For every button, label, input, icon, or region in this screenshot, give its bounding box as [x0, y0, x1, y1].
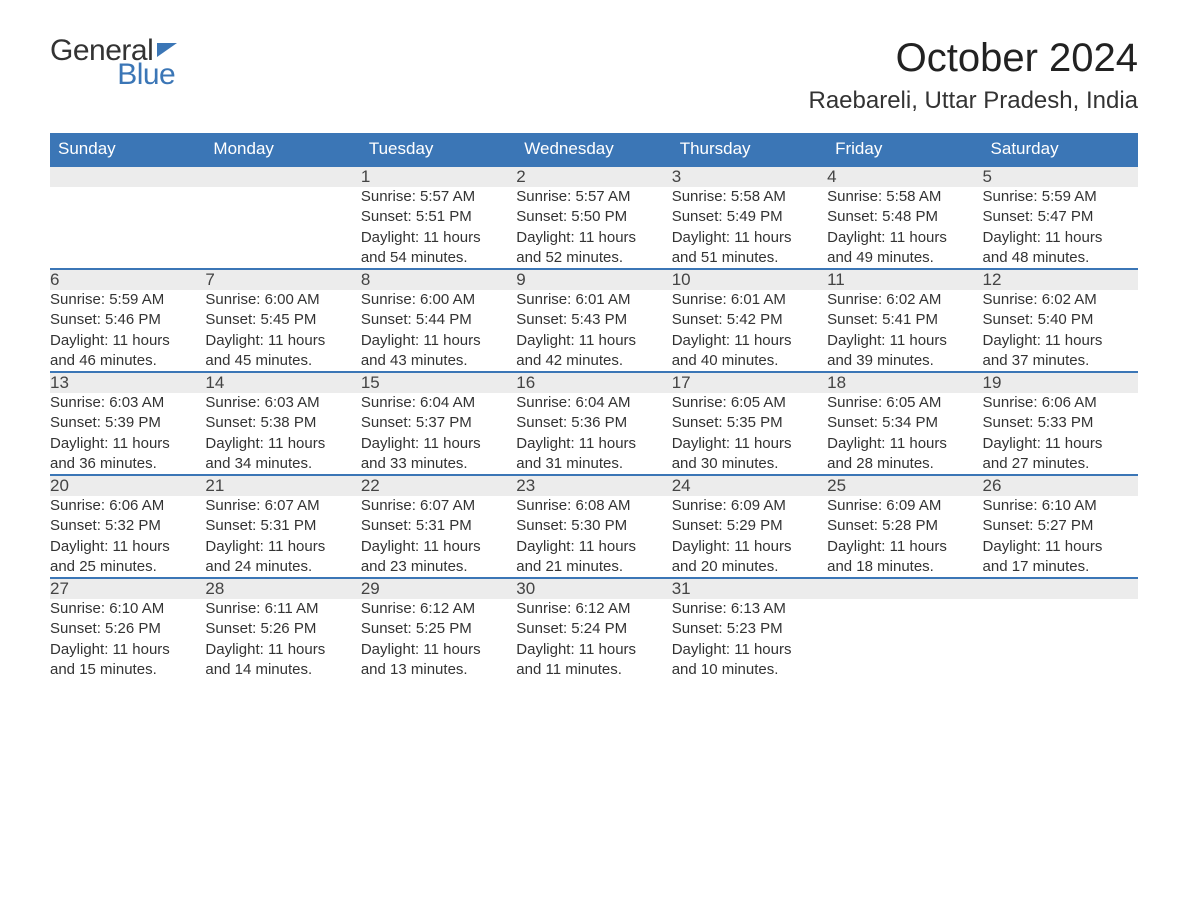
day-detail-row: Sunrise: 5:59 AMSunset: 5:46 PMDaylight:…	[50, 290, 1138, 372]
day-number-cell: 14	[205, 372, 360, 393]
day-detail-cell: Sunrise: 6:10 AMSunset: 5:27 PMDaylight:…	[983, 496, 1138, 578]
day-number-cell: 28	[205, 578, 360, 599]
day-number-cell: 25	[827, 475, 982, 496]
day-detail-cell: Sunrise: 6:01 AMSunset: 5:43 PMDaylight:…	[516, 290, 671, 372]
logo: General Blue	[50, 36, 177, 90]
day-detail-cell: Sunrise: 6:02 AMSunset: 5:40 PMDaylight:…	[983, 290, 1138, 372]
day-detail-cell: Sunrise: 6:11 AMSunset: 5:26 PMDaylight:…	[205, 599, 360, 688]
day-number-cell	[205, 166, 360, 187]
day-detail-cell: Sunrise: 5:58 AMSunset: 5:48 PMDaylight:…	[827, 187, 982, 269]
day-number-cell: 7	[205, 269, 360, 290]
day-detail-cell	[827, 599, 982, 688]
day-number-row: 2728293031	[50, 578, 1138, 599]
header-right: October 2024 Raebareli, Uttar Pradesh, I…	[808, 36, 1138, 115]
day-number-cell: 15	[361, 372, 516, 393]
day-number-cell: 30	[516, 578, 671, 599]
day-of-week-header: Monday	[205, 133, 360, 166]
day-number-cell: 9	[516, 269, 671, 290]
day-number-cell: 13	[50, 372, 205, 393]
day-of-week-header: Saturday	[983, 133, 1138, 166]
day-number-row: 20212223242526	[50, 475, 1138, 496]
day-detail-row: Sunrise: 6:06 AMSunset: 5:32 PMDaylight:…	[50, 496, 1138, 578]
calendar-thead: SundayMondayTuesdayWednesdayThursdayFrid…	[50, 133, 1138, 166]
day-detail-cell: Sunrise: 6:07 AMSunset: 5:31 PMDaylight:…	[205, 496, 360, 578]
day-number-cell	[827, 578, 982, 599]
day-detail-cell: Sunrise: 5:58 AMSunset: 5:49 PMDaylight:…	[672, 187, 827, 269]
day-number-cell: 22	[361, 475, 516, 496]
logo-word-2: Blue	[117, 60, 175, 90]
day-detail-cell: Sunrise: 6:06 AMSunset: 5:33 PMDaylight:…	[983, 393, 1138, 475]
day-detail-cell: Sunrise: 6:05 AMSunset: 5:34 PMDaylight:…	[827, 393, 982, 475]
day-number-row: 6789101112	[50, 269, 1138, 290]
day-detail-cell: Sunrise: 6:04 AMSunset: 5:36 PMDaylight:…	[516, 393, 671, 475]
day-number-cell: 8	[361, 269, 516, 290]
day-number-row: 13141516171819	[50, 372, 1138, 393]
day-detail-cell: Sunrise: 6:02 AMSunset: 5:41 PMDaylight:…	[827, 290, 982, 372]
day-number-cell: 21	[205, 475, 360, 496]
day-detail-cell: Sunrise: 6:09 AMSunset: 5:29 PMDaylight:…	[672, 496, 827, 578]
day-number-cell	[983, 578, 1138, 599]
day-detail-cell: Sunrise: 6:06 AMSunset: 5:32 PMDaylight:…	[50, 496, 205, 578]
day-detail-cell	[983, 599, 1138, 688]
day-number-cell: 17	[672, 372, 827, 393]
day-detail-cell: Sunrise: 6:12 AMSunset: 5:25 PMDaylight:…	[361, 599, 516, 688]
day-detail-cell: Sunrise: 6:03 AMSunset: 5:39 PMDaylight:…	[50, 393, 205, 475]
day-number-cell: 20	[50, 475, 205, 496]
page-header: General Blue October 2024 Raebareli, Utt…	[50, 36, 1138, 115]
day-number-cell: 18	[827, 372, 982, 393]
day-detail-cell: Sunrise: 5:57 AMSunset: 5:50 PMDaylight:…	[516, 187, 671, 269]
day-detail-cell: Sunrise: 5:59 AMSunset: 5:47 PMDaylight:…	[983, 187, 1138, 269]
day-detail-row: Sunrise: 5:57 AMSunset: 5:51 PMDaylight:…	[50, 187, 1138, 269]
calendar-body: 12345 Sunrise: 5:57 AMSunset: 5:51 PMDay…	[50, 166, 1138, 688]
day-detail-cell	[205, 187, 360, 269]
day-of-week-header: Sunday	[50, 133, 205, 166]
calendar-table: SundayMondayTuesdayWednesdayThursdayFrid…	[50, 133, 1138, 688]
day-number-cell: 24	[672, 475, 827, 496]
day-detail-cell: Sunrise: 6:01 AMSunset: 5:42 PMDaylight:…	[672, 290, 827, 372]
day-number-cell: 10	[672, 269, 827, 290]
day-detail-cell: Sunrise: 6:13 AMSunset: 5:23 PMDaylight:…	[672, 599, 827, 688]
day-number-cell: 2	[516, 166, 671, 187]
day-detail-cell: Sunrise: 6:04 AMSunset: 5:37 PMDaylight:…	[361, 393, 516, 475]
day-number-cell: 31	[672, 578, 827, 599]
day-number-cell	[50, 166, 205, 187]
day-detail-cell: Sunrise: 6:12 AMSunset: 5:24 PMDaylight:…	[516, 599, 671, 688]
day-number-cell: 27	[50, 578, 205, 599]
day-of-week-header: Thursday	[672, 133, 827, 166]
day-number-cell: 29	[361, 578, 516, 599]
day-detail-cell: Sunrise: 6:10 AMSunset: 5:26 PMDaylight:…	[50, 599, 205, 688]
day-number-cell: 11	[827, 269, 982, 290]
location: Raebareli, Uttar Pradesh, India	[808, 87, 1138, 115]
day-number-cell: 16	[516, 372, 671, 393]
day-number-cell: 5	[983, 166, 1138, 187]
day-detail-cell: Sunrise: 6:08 AMSunset: 5:30 PMDaylight:…	[516, 496, 671, 578]
day-number-cell: 1	[361, 166, 516, 187]
day-number-cell: 3	[672, 166, 827, 187]
day-detail-cell: Sunrise: 6:03 AMSunset: 5:38 PMDaylight:…	[205, 393, 360, 475]
day-number-cell: 4	[827, 166, 982, 187]
day-of-week-header: Friday	[827, 133, 982, 166]
day-of-week-row: SundayMondayTuesdayWednesdayThursdayFrid…	[50, 133, 1138, 166]
day-detail-row: Sunrise: 6:10 AMSunset: 5:26 PMDaylight:…	[50, 599, 1138, 688]
day-detail-cell: Sunrise: 5:59 AMSunset: 5:46 PMDaylight:…	[50, 290, 205, 372]
day-detail-cell: Sunrise: 6:00 AMSunset: 5:45 PMDaylight:…	[205, 290, 360, 372]
day-detail-row: Sunrise: 6:03 AMSunset: 5:39 PMDaylight:…	[50, 393, 1138, 475]
day-detail-cell: Sunrise: 6:07 AMSunset: 5:31 PMDaylight:…	[361, 496, 516, 578]
day-number-cell: 12	[983, 269, 1138, 290]
day-number-row: 12345	[50, 166, 1138, 187]
logo-block: General Blue	[50, 36, 177, 90]
day-of-week-header: Wednesday	[516, 133, 671, 166]
day-detail-cell: Sunrise: 6:09 AMSunset: 5:28 PMDaylight:…	[827, 496, 982, 578]
day-of-week-header: Tuesday	[361, 133, 516, 166]
day-number-cell: 6	[50, 269, 205, 290]
logo-triangle-icon	[157, 43, 177, 57]
day-number-cell: 23	[516, 475, 671, 496]
day-detail-cell	[50, 187, 205, 269]
month-title: October 2024	[808, 36, 1138, 81]
day-number-cell: 26	[983, 475, 1138, 496]
day-number-cell: 19	[983, 372, 1138, 393]
day-detail-cell: Sunrise: 6:00 AMSunset: 5:44 PMDaylight:…	[361, 290, 516, 372]
day-detail-cell: Sunrise: 5:57 AMSunset: 5:51 PMDaylight:…	[361, 187, 516, 269]
day-detail-cell: Sunrise: 6:05 AMSunset: 5:35 PMDaylight:…	[672, 393, 827, 475]
